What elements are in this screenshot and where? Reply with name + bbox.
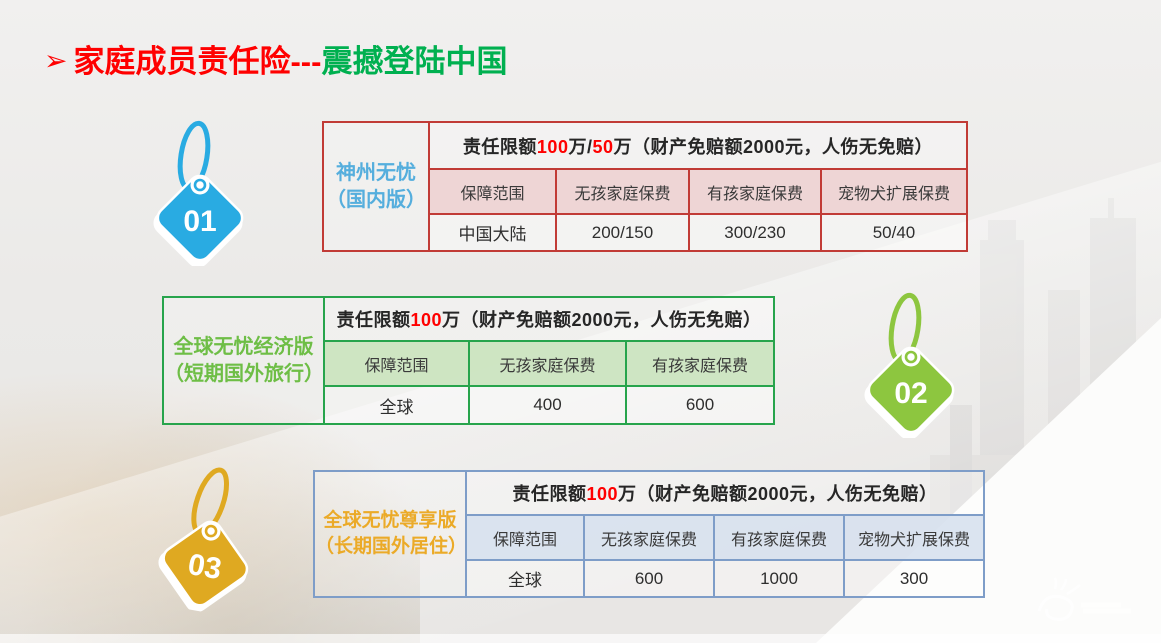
table-cell: 全球 (324, 386, 469, 424)
number-tag-01: 01 (153, 120, 244, 266)
column-header: 无孩家庭保费 (469, 341, 626, 386)
table-cell: 400 (469, 386, 626, 424)
table-cell: 300 (844, 560, 984, 597)
tag-number: 01 (183, 205, 216, 238)
table-cell: 50/40 (821, 214, 967, 251)
column-header: 无孩家庭保费 (556, 169, 689, 214)
table-product-label: 全球无忧经济版 （短期国外旅行） (163, 297, 324, 424)
number-tag-03: 03 (158, 467, 249, 613)
table-cell: 中国大陆 (429, 214, 556, 251)
column-header: 无孩家庭保费 (584, 515, 714, 560)
table-product-label: 神州无忧 （国内版） (323, 122, 429, 251)
watermark-logo (1037, 577, 1131, 621)
table-cell: 全球 (466, 560, 584, 597)
table-product-label: 全球无忧尊享版 （长期国外居住） (314, 471, 467, 597)
tag-eyelet-icon (193, 178, 207, 192)
arrow-bullet-icon: ➢ (44, 45, 68, 76)
tag-eyelet-icon (904, 350, 918, 364)
column-header: 有孩家庭保费 (626, 341, 774, 386)
column-header: 宠物犬扩展保费 (821, 169, 967, 214)
table-cell: 300/230 (689, 214, 821, 251)
table-domestic-plan: 神州无忧 （国内版） 责任限额100万/50万（财产免赔额2000元，人伤无免赔）… (322, 121, 968, 252)
liability-limit-header: 责任限额100万（财产免赔额2000元，人伤无免赔） (324, 297, 774, 341)
table-premium-global-plan: 全球无忧尊享版 （长期国外居住） 责任限额100万（财产免赔额2000元，人伤无免… (313, 470, 985, 598)
bottom-edge-strip (0, 634, 1161, 643)
table-cell: 600 (584, 560, 714, 597)
number-tag-02: 02 (864, 292, 955, 438)
title-green-text: 震撼登陆中国 (321, 44, 508, 79)
column-header: 保障范围 (324, 341, 469, 386)
title-red-text: 家庭成员责任险--- (73, 44, 322, 79)
tag-number: 02 (894, 377, 927, 410)
table-economy-global-plan: 全球无忧经济版 （短期国外旅行） 责任限额100万（财产免赔额2000元，人伤无免… (162, 296, 775, 425)
tag-number: 03 (185, 548, 224, 586)
table-cell: 600 (626, 386, 774, 424)
column-header: 保障范围 (466, 515, 584, 560)
table-cell: 200/150 (556, 214, 689, 251)
column-header: 宠物犬扩展保费 (844, 515, 984, 560)
table-cell: 1000 (714, 560, 844, 597)
liability-limit-header: 责任限额100万（财产免赔额2000元，人伤无免赔） (466, 471, 984, 515)
column-header: 有孩家庭保费 (714, 515, 844, 560)
column-header: 保障范围 (429, 169, 556, 214)
liability-limit-header: 责任限额100万/50万（财产免赔额2000元，人伤无免赔） (429, 122, 967, 169)
tag-eyelet-icon (204, 524, 218, 538)
column-header: 有孩家庭保费 (689, 169, 821, 214)
slide-title: ➢ 家庭成员责任险---震撼登陆中国 (44, 36, 507, 81)
